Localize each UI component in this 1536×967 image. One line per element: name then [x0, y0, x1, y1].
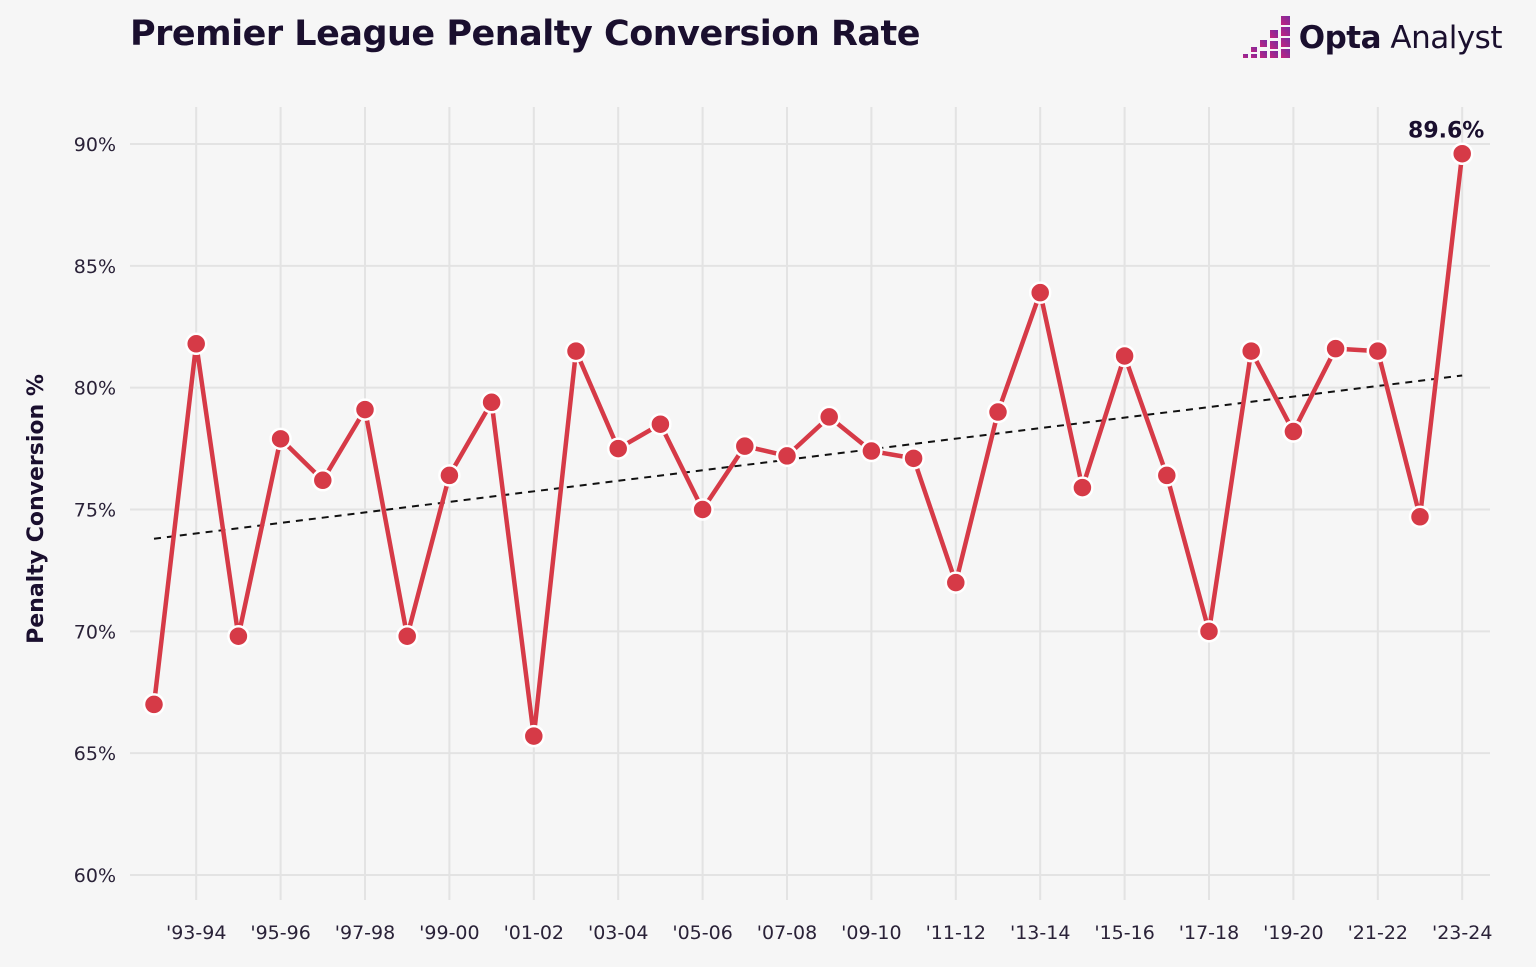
data-point — [1028, 281, 1052, 304]
data-point — [691, 498, 714, 521]
data-point — [860, 439, 883, 463]
x-tick-label: '93-94 — [166, 922, 226, 944]
trend-line — [153, 374, 1463, 540]
data-point — [775, 444, 799, 468]
series-line — [151, 153, 1465, 739]
data-point — [1408, 505, 1432, 529]
y-axis-ticks: 60% 65% 70% 75% 80% 85% 90% — [74, 134, 116, 887]
x-tick-label: '11-12 — [926, 922, 986, 944]
y-tick-label: 80% — [74, 378, 116, 400]
data-points — [142, 142, 1474, 748]
data-point — [1239, 339, 1263, 363]
x-tick-label: '23-24 — [1432, 922, 1492, 944]
data-point — [311, 469, 335, 492]
grid-lines — [130, 107, 1490, 900]
data-point — [1155, 464, 1179, 487]
chart-title: Premier League Penalty Conversion Rate — [130, 14, 920, 54]
brand-wordmark: Opta Analyst — [1298, 20, 1503, 56]
x-axis-ticks: '93-94 '95-96 '97-98 '99-00 '01-02 '03-04 '05-… — [166, 922, 1492, 944]
data-point — [1197, 620, 1221, 643]
x-tick-label: '01-02 — [504, 922, 564, 944]
data-point — [733, 434, 757, 458]
data-point — [649, 412, 672, 436]
opta-stairs-logo-icon — [1242, 16, 1290, 58]
x-tick-label: '09-10 — [841, 922, 901, 944]
data-point — [564, 339, 588, 363]
x-tick-label: '07-08 — [757, 922, 817, 944]
y-tick-label: 60% — [74, 865, 116, 887]
data-point — [1450, 142, 1474, 165]
max-value-annotation: 89.6% — [1408, 119, 1484, 144]
data-point — [522, 724, 546, 748]
data-point — [1071, 476, 1094, 499]
y-tick-label: 70% — [74, 621, 116, 643]
data-point — [142, 693, 166, 716]
data-point — [353, 398, 377, 421]
x-tick-label: '17-18 — [1179, 922, 1239, 944]
data-point — [438, 464, 461, 487]
data-point — [227, 624, 250, 648]
data-point — [395, 624, 419, 648]
x-tick-label: '19-20 — [1263, 922, 1323, 944]
data-point — [817, 405, 841, 429]
data-point — [1366, 339, 1390, 363]
y-tick-label: 75% — [74, 500, 116, 522]
data-point — [1282, 420, 1305, 443]
data-point — [1113, 344, 1136, 368]
data-point — [606, 437, 630, 460]
x-tick-label: '03-04 — [588, 922, 648, 944]
y-tick-label: 65% — [74, 743, 116, 765]
data-point — [269, 427, 292, 451]
y-tick-label: 90% — [74, 134, 116, 156]
x-tick-label: '95-96 — [250, 922, 310, 944]
data-point — [944, 571, 968, 594]
x-tick-label: '15-16 — [1094, 922, 1154, 944]
brand-logo: Opta Analyst — [1242, 16, 1503, 60]
x-tick-label: '05-06 — [672, 922, 732, 944]
x-tick-label: '13-14 — [1010, 922, 1070, 944]
x-tick-label: '21-22 — [1348, 922, 1408, 944]
data-point — [1324, 337, 1347, 360]
data-point — [184, 332, 208, 356]
data-point — [480, 391, 503, 414]
data-point — [902, 447, 925, 470]
y-tick-label: 85% — [74, 256, 116, 278]
x-tick-label: '99-00 — [419, 922, 479, 944]
x-tick-label: '97-98 — [335, 922, 395, 944]
y-axis-label: Penalty Conversion % — [24, 374, 49, 644]
data-point — [986, 400, 1010, 424]
